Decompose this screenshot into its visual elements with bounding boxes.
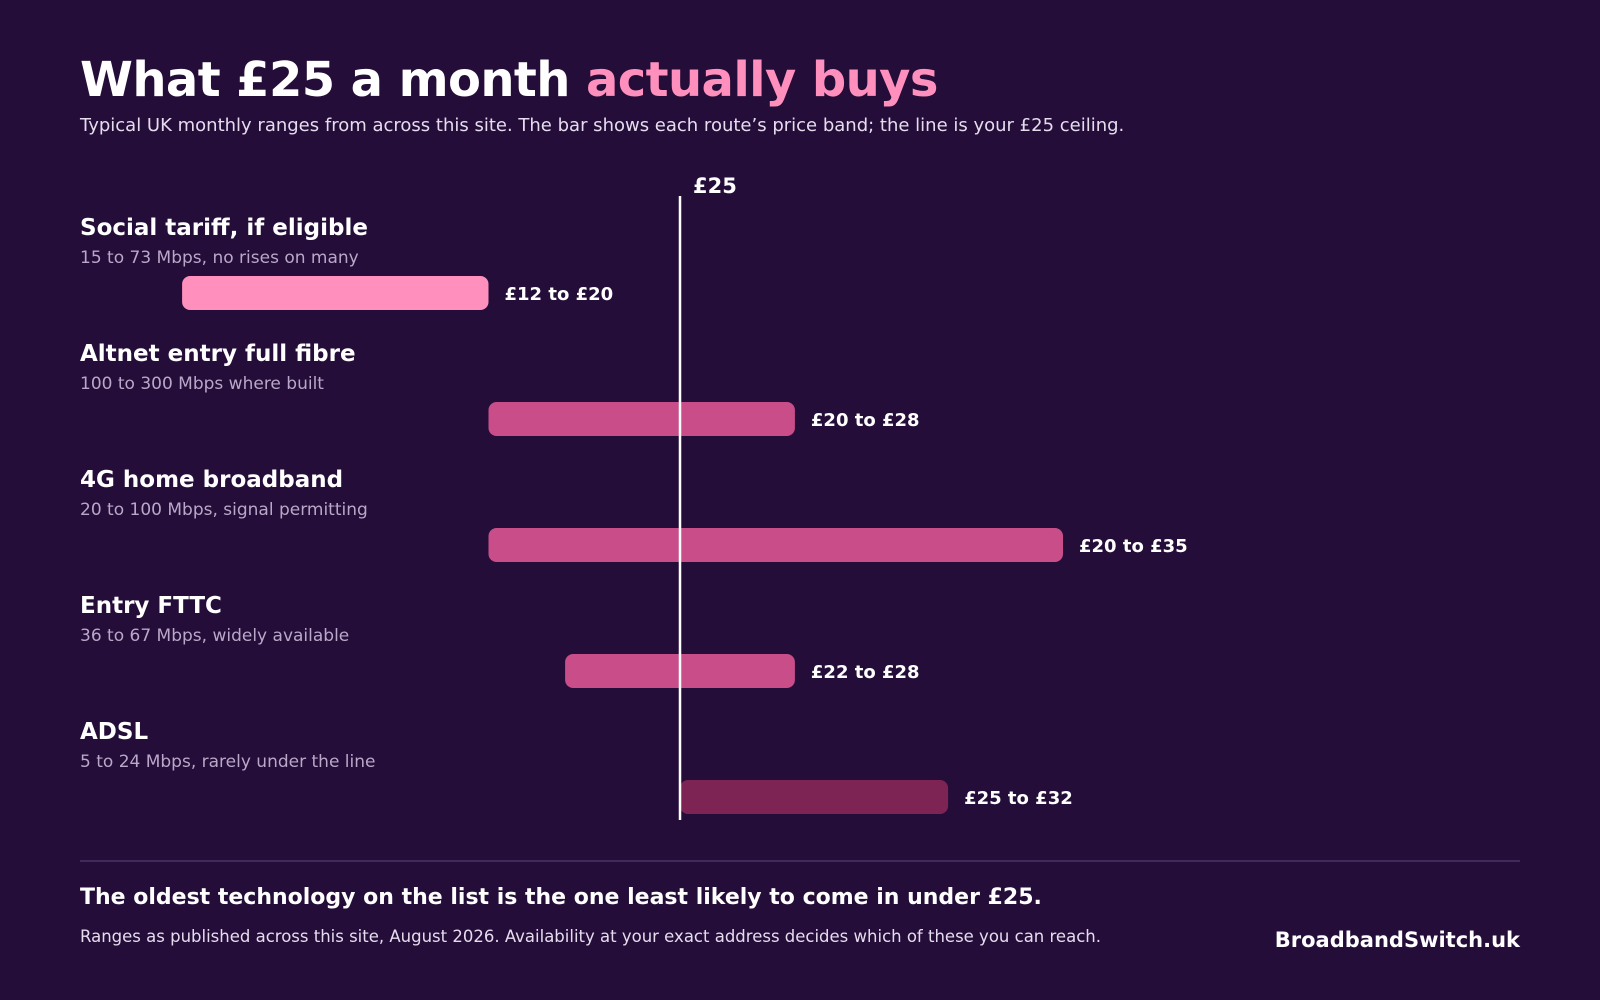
chart-row: Social tariff, if eligible 15 to 73 Mbps,…: [80, 215, 613, 310]
row-description: 20 to 100 Mbps, signal permitting: [80, 500, 368, 520]
row-label: ADSL: [80, 719, 148, 745]
chart-row: Altnet entry full fibre 100 to 300 Mbps w…: [80, 341, 920, 436]
range-value-label: £22 to £28: [811, 662, 920, 683]
chart-row: ADSL 5 to 24 Mbps, rarely under the line £…: [80, 719, 1073, 814]
chart-row: 4G home broadband 20 to 100 Mbps, signal …: [80, 467, 1188, 562]
chart-row: Entry FTTC 36 to 67 Mbps, widely availabl…: [80, 593, 920, 688]
brand-logo: BroadbandSwitch.uk: [1274, 928, 1520, 952]
footer-divider: [80, 860, 1520, 862]
row-label: Entry FTTC: [80, 593, 222, 619]
row-label: Altnet entry full fibre: [80, 341, 356, 367]
range-value-label: £12 to £20: [505, 284, 614, 305]
price-range-chart: Social tariff, if eligible 15 to 73 Mbps,…: [80, 174, 1188, 820]
range-bar: [680, 780, 949, 814]
range-value-label: £20 to £28: [811, 410, 920, 431]
reference-line-label: £25: [693, 174, 737, 198]
range-value-label: £20 to £35: [1079, 536, 1188, 557]
page-title: What £25 a month actually buys: [80, 44, 938, 116]
title-accent: actually buys: [585, 52, 938, 108]
row-description: 100 to 300 Mbps where built: [80, 374, 324, 394]
range-bar: [488, 528, 1063, 562]
title-main: What £25 a month: [80, 52, 586, 108]
range-bar: [182, 276, 489, 310]
row-description: 15 to 73 Mbps, no rises on many: [80, 248, 359, 268]
range-value-label: £25 to £32: [964, 788, 1073, 809]
row-description: 36 to 67 Mbps, widely available: [80, 626, 349, 646]
row-description: 5 to 24 Mbps, rarely under the line: [80, 752, 375, 772]
range-bar: [488, 402, 795, 436]
page-subtitle: Typical UK monthly ranges from across th…: [80, 115, 1125, 136]
row-label: Social tariff, if eligible: [80, 215, 368, 241]
takeaway-text: The oldest technology on the list is the…: [80, 885, 1042, 910]
source-note: Ranges as published across this site, Au…: [80, 927, 1101, 946]
row-label: 4G home broadband: [80, 467, 343, 493]
